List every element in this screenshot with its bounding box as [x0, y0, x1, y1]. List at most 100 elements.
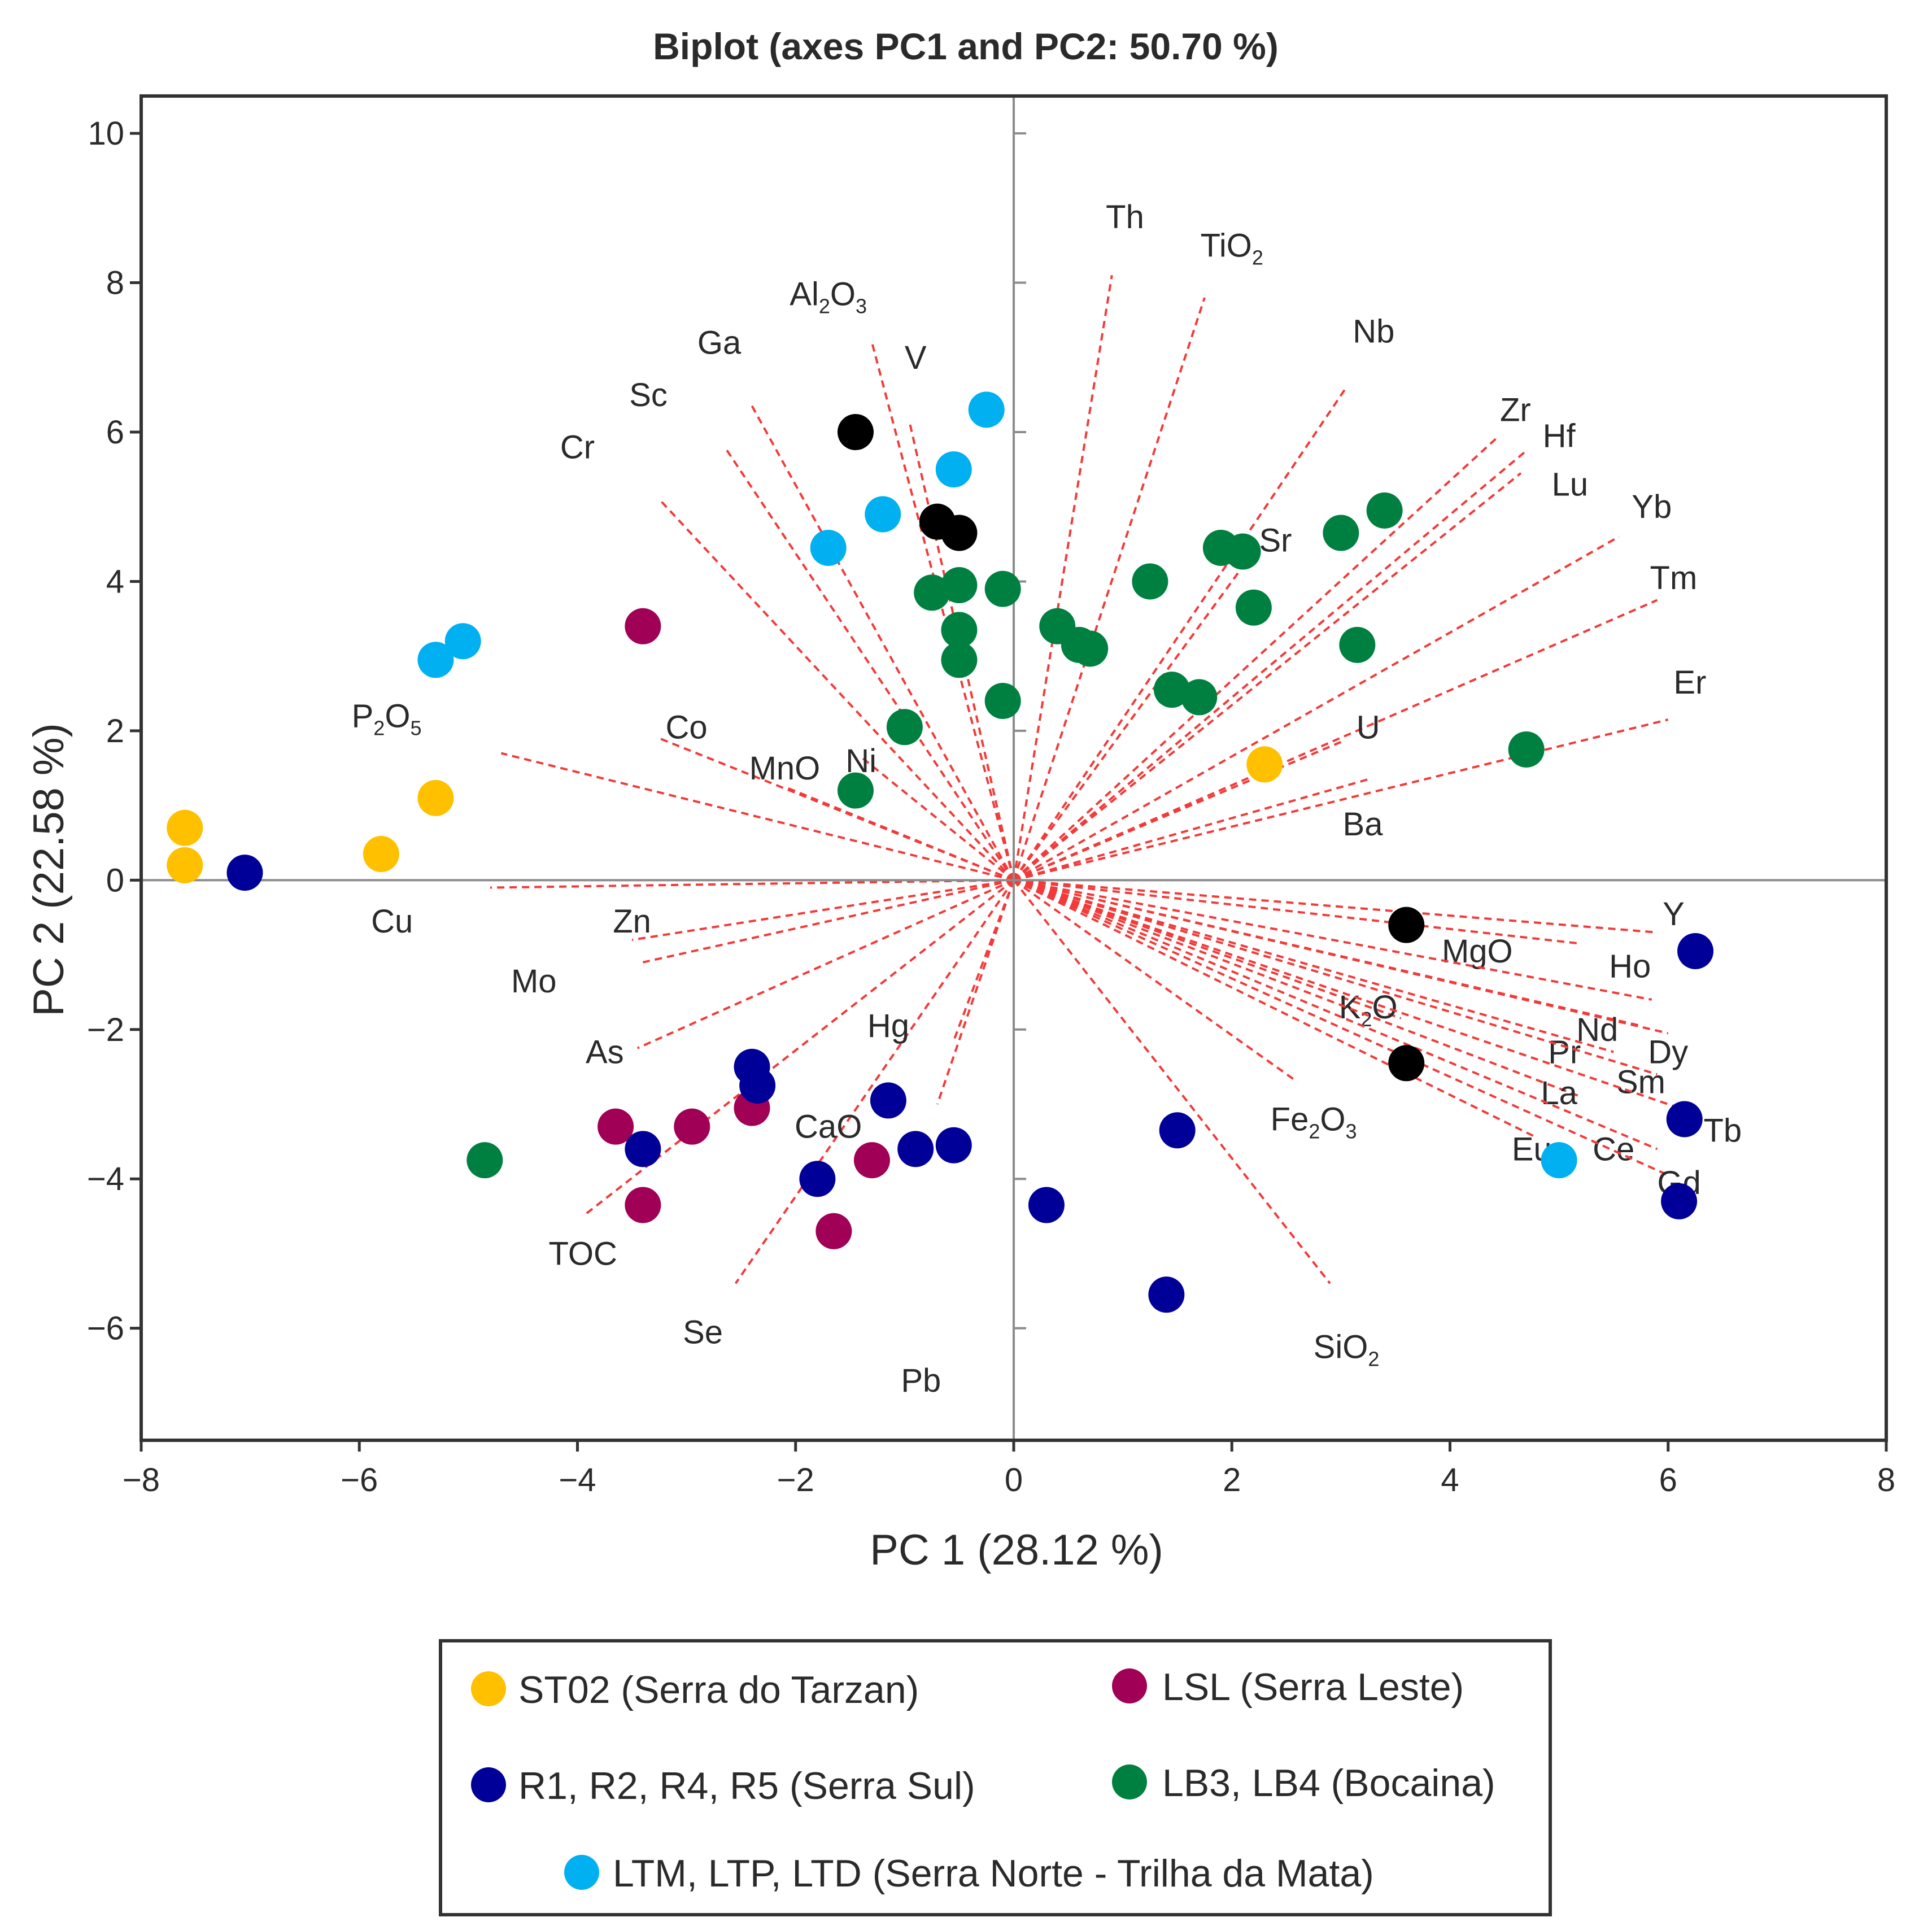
point-lsl-serra-leste	[815, 1213, 852, 1249]
loading-vector-al2o3	[871, 342, 1015, 881]
point-lb3-lb4-bocaina	[886, 709, 923, 746]
loading-label-tb: Tb	[1703, 1112, 1742, 1149]
loading-label-pb: Pb	[901, 1362, 941, 1399]
chart-title: Biplot (axes PC1 and PC2: 50.70 %)	[653, 25, 1279, 67]
point-unlabeled-samples	[837, 414, 874, 450]
loading-label-subscript: 3	[856, 294, 867, 317]
loading-vector-tb	[1013, 879, 1680, 1109]
loading-vector-hg	[952, 879, 1015, 1042]
loading-label-suffix: O	[830, 276, 856, 312]
loading-label-hf: Hf	[1543, 418, 1576, 455]
loading-label-text: SiO	[1314, 1329, 1368, 1366]
loading-label-text: Se	[683, 1314, 723, 1350]
loading-label-al2o3: Al2O3	[790, 276, 867, 317]
legend-marker-lsl	[1112, 1668, 1147, 1703]
loading-label-co: Co	[666, 709, 708, 746]
loading-label-mgo: MgO	[1442, 933, 1513, 970]
y-tick-label: 10	[88, 115, 124, 152]
loading-label-sc: Sc	[629, 377, 668, 413]
loading-label-y: Y	[1663, 896, 1685, 933]
point-r1-r2-r4-r5-serra-sul	[1159, 1112, 1196, 1149]
loading-vector-sr	[1013, 558, 1249, 881]
loading-label-er: Er	[1673, 664, 1706, 701]
x-tick-label: 4	[1441, 1462, 1459, 1498]
point-ltm-ltp-ltd-serra-norte-trilha-da-mata	[968, 391, 1005, 428]
x-tick-label: −6	[341, 1462, 378, 1498]
loading-label-text: Pb	[901, 1362, 941, 1399]
loading-vectors: ThTiO2NbZrHfLuYbTmErUBaSrYMgOHoK2ONdDyPr…	[352, 199, 1742, 1399]
x-tick-label: −4	[559, 1462, 596, 1498]
point-lb3-lb4-bocaina	[1132, 563, 1168, 600]
loading-label-mo: Mo	[511, 963, 557, 1000]
loading-label-hg: Hg	[867, 1008, 909, 1044]
point-lb3-lb4-bocaina	[941, 642, 978, 678]
point-ltm-ltp-ltd-serra-norte-trilha-da-mata	[444, 623, 481, 660]
loading-label-text: Al	[790, 276, 819, 312]
point-lb3-lb4-bocaina	[1508, 731, 1545, 768]
loading-vector-sio2	[1013, 879, 1331, 1284]
y-axis-label: PC 2 (22.58 %)	[25, 723, 73, 1017]
point-r1-r2-r4-r5-serra-sul	[897, 1131, 934, 1167]
point-r1-r2-r4-r5-serra-sul	[935, 1127, 972, 1164]
point-lsl-serra-leste	[598, 1108, 634, 1145]
y-tick-label: −2	[87, 1012, 124, 1048]
y-tick-label: 4	[106, 563, 124, 600]
loading-label-text: Tb	[1703, 1112, 1742, 1149]
y-tick-label: 6	[106, 414, 124, 451]
legend-label-serra-sul: R1, R2, R4, R5 (Serra Sul)	[518, 1764, 975, 1807]
loading-vector-as	[636, 879, 1014, 1049]
loading-label-u: U	[1357, 709, 1380, 746]
x-tick-label: 8	[1877, 1462, 1895, 1498]
loading-label-yb: Yb	[1632, 489, 1672, 525]
legend-marker-serra-norte	[564, 1855, 599, 1890]
loading-label-text: Ga	[697, 324, 742, 361]
point-lsl-serra-leste	[674, 1108, 710, 1145]
loading-label-text: Pr	[1548, 1034, 1581, 1070]
y-tick-label: −4	[87, 1161, 124, 1197]
loading-vector-eu	[1013, 879, 1538, 1139]
loading-label-subscript: 2	[373, 716, 385, 739]
loading-label-se: Se	[683, 1314, 723, 1350]
loading-label-text: Tm	[1650, 560, 1698, 596]
loading-label-text: Dy	[1648, 1034, 1688, 1070]
loading-vector-er	[1013, 718, 1669, 882]
loading-vector-lu	[1013, 472, 1522, 881]
loading-vector-se	[734, 879, 1015, 1284]
loading-vector-tio2	[1013, 297, 1206, 881]
loading-label-text: Sc	[629, 377, 668, 413]
loading-label-th: Th	[1106, 199, 1144, 236]
point-lb3-lb4-bocaina	[984, 683, 1021, 719]
loading-vector-ce	[1013, 879, 1658, 1151]
loading-label-subscript: 2	[1252, 246, 1263, 269]
loading-label-subscript: 5	[410, 716, 421, 739]
point-lsl-serra-leste	[625, 1187, 661, 1223]
point-r1-r2-r4-r5-serra-sul	[1148, 1276, 1185, 1313]
point-lb3-lb4-bocaina	[1235, 589, 1272, 626]
loading-vector-zn	[631, 879, 1014, 942]
loading-label-subscript: 2	[1309, 1119, 1320, 1143]
legend-marker-st02	[471, 1671, 506, 1706]
loading-label-text: MnO	[749, 750, 821, 787]
point-lsl-serra-leste	[625, 608, 661, 644]
loading-label-lu: Lu	[1552, 467, 1589, 503]
point-st02-serra-do-tarzan	[1246, 746, 1283, 783]
point-st02-serra-do-tarzan	[417, 779, 454, 816]
legend-label-bocaina: LB3, LB4 (Bocaina)	[1162, 1762, 1495, 1805]
legend-marker-bocaina	[1112, 1764, 1147, 1799]
point-lsl-serra-leste	[853, 1142, 890, 1179]
point-lb3-lb4-bocaina	[1323, 515, 1359, 551]
loading-label-text: Zn	[613, 903, 651, 940]
loading-vector-yb	[1013, 535, 1620, 882]
loading-vector-ho	[1013, 879, 1652, 1001]
point-ltm-ltp-ltd-serra-norte-trilha-da-mata	[935, 451, 972, 488]
loading-label-text: Hg	[867, 1008, 909, 1044]
point-r1-r2-r4-r5-serra-sul	[226, 855, 263, 891]
loading-label-text: Zr	[1500, 391, 1531, 428]
loading-label-subscript: 2	[1368, 1348, 1379, 1371]
point-unlabeled-samples	[1388, 907, 1425, 943]
loading-vector-cao	[936, 879, 1015, 1105]
loading-vector-toc	[582, 879, 1015, 1217]
point-lb3-lb4-bocaina	[941, 612, 978, 648]
loading-vector-co	[658, 737, 1014, 882]
loading-label-text: Cr	[560, 429, 595, 465]
